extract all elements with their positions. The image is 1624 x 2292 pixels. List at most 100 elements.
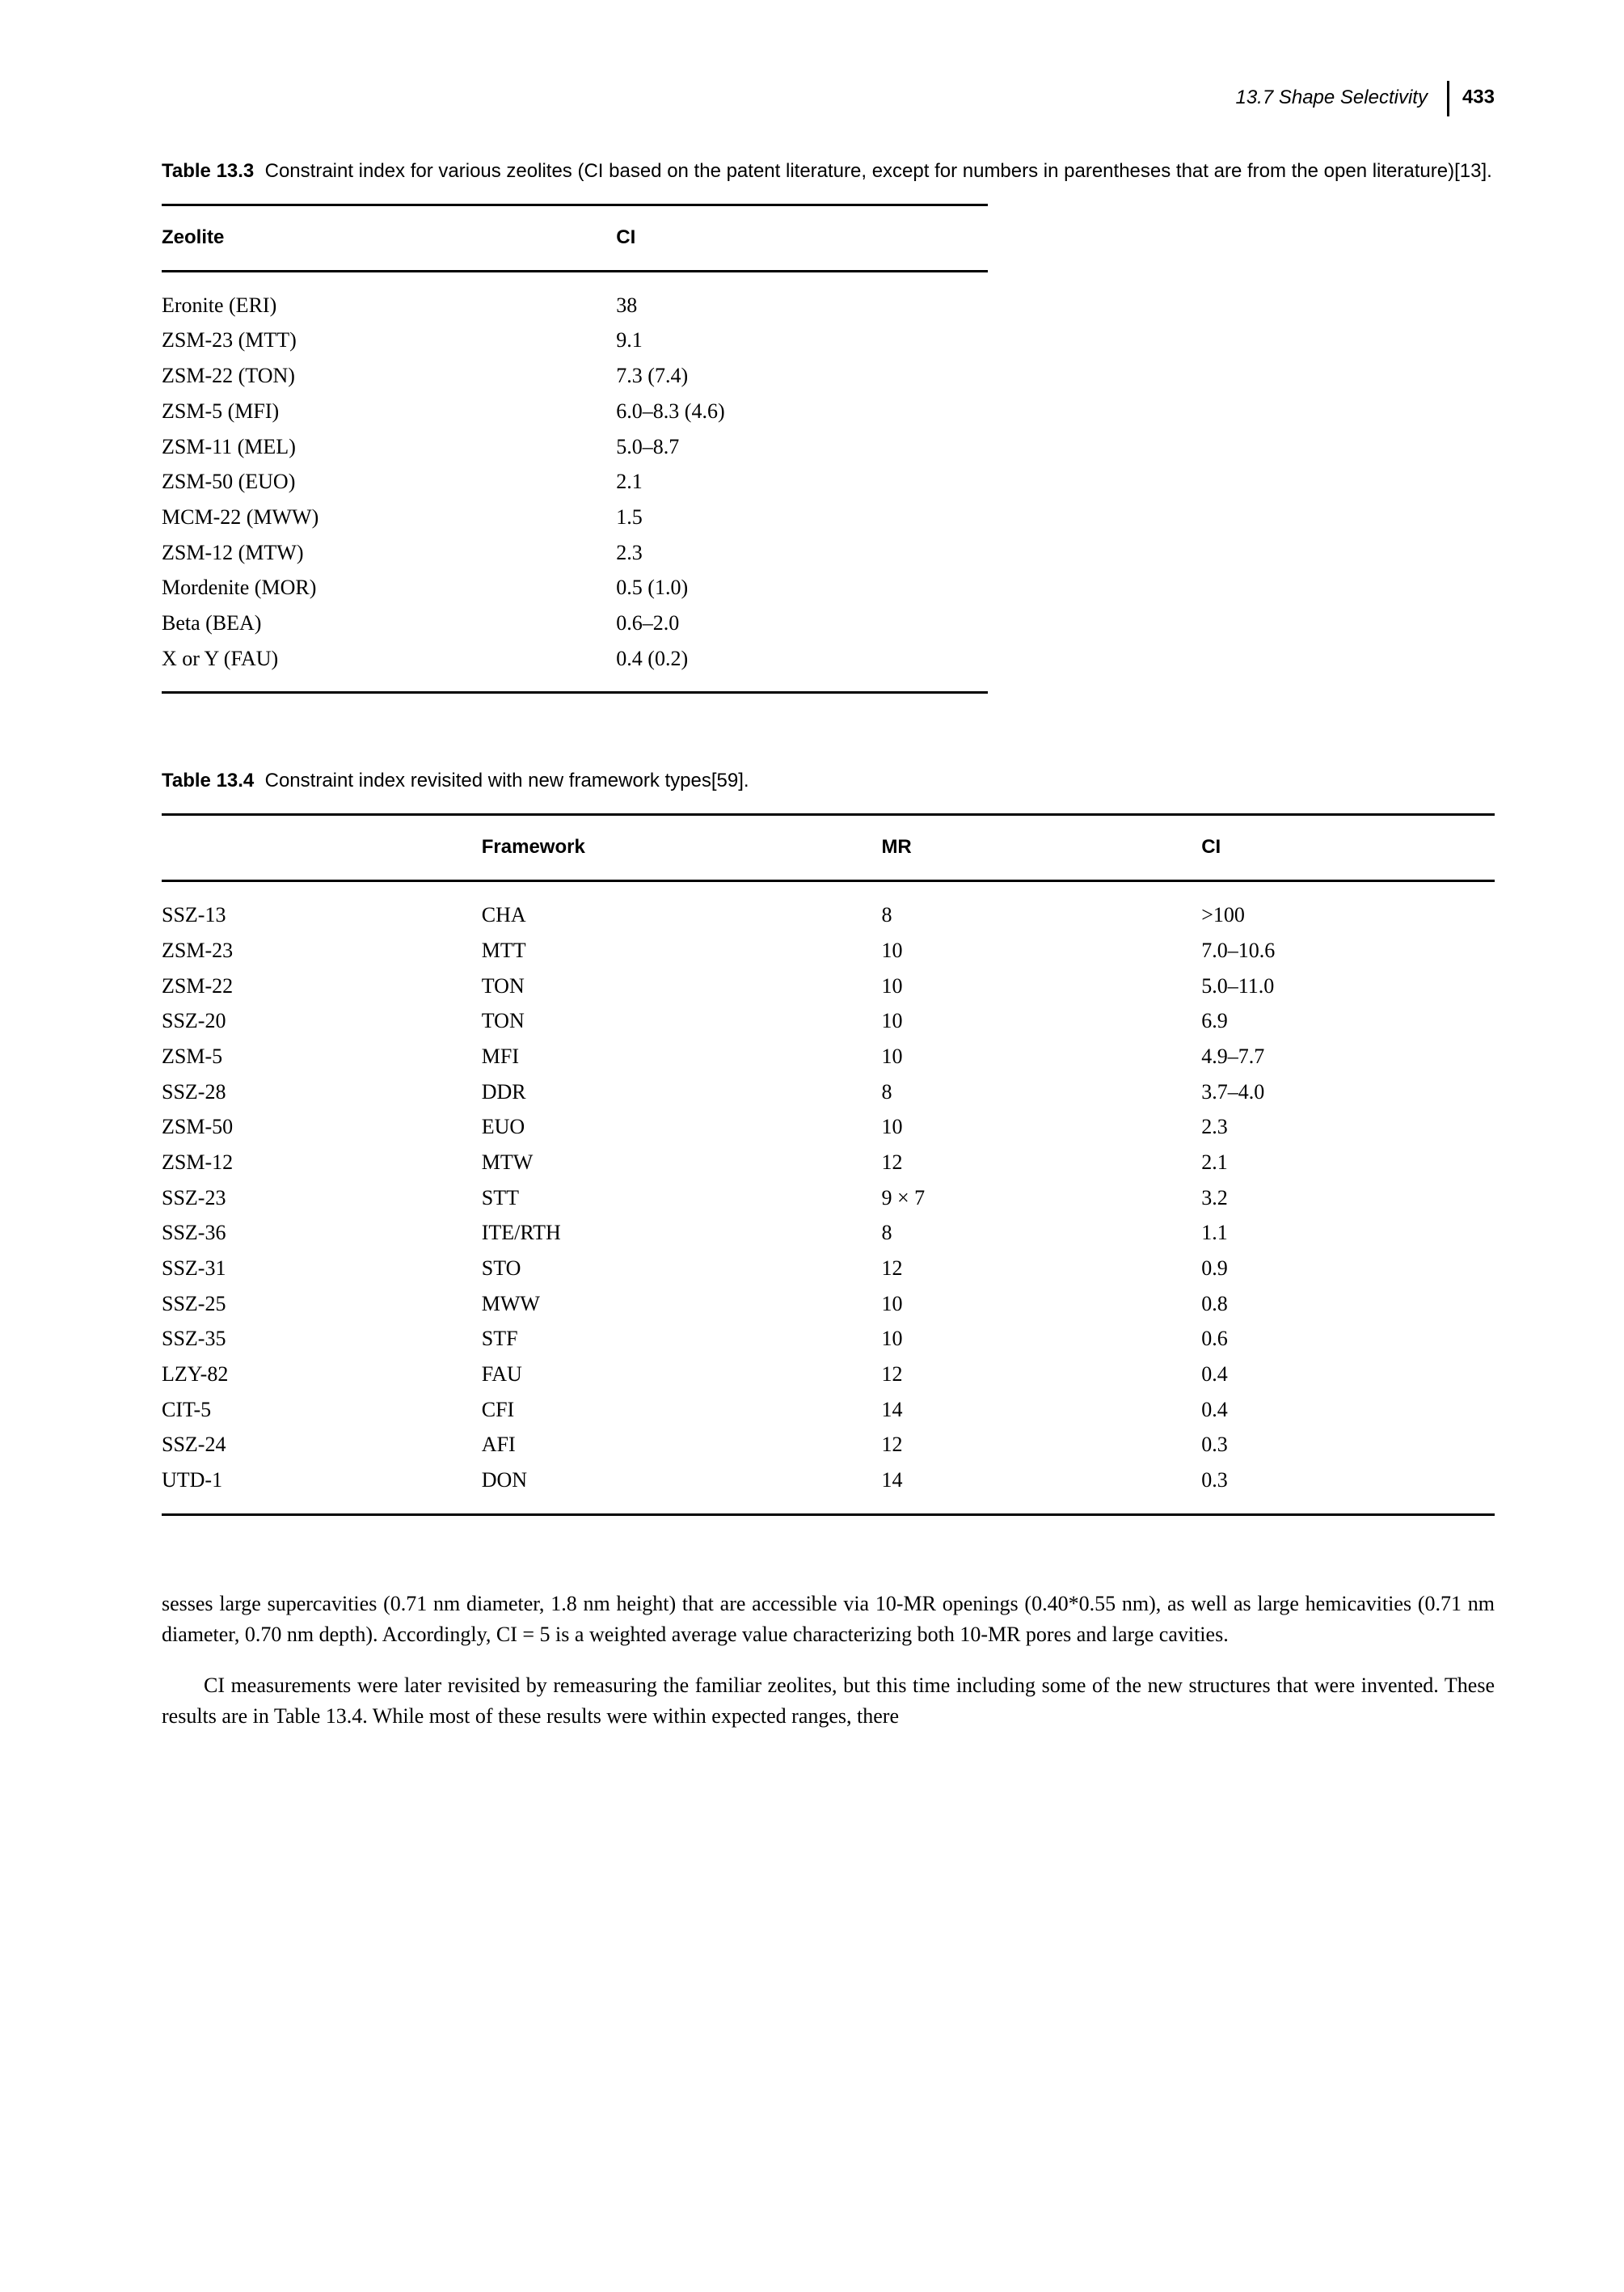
table-row: SSZ-25MWW100.8 (162, 1286, 1495, 1322)
table-row: ZSM-22TON105.0–11.0 (162, 969, 1495, 1004)
table-cell: 38 (616, 271, 988, 323)
table-13-3: ZeoliteCIEronite (ERI)38ZSM-23 (MTT)9.1Z… (162, 204, 988, 694)
table-cell: 8 (881, 881, 1201, 933)
table-cell: 0.6 (1201, 1321, 1495, 1357)
table-cell: ZSM-5 (MFI) (162, 394, 616, 429)
table-row: SSZ-35STF100.6 (162, 1321, 1495, 1357)
table-cell: 5.0–11.0 (1201, 969, 1495, 1004)
table-cell: ZSM-23 (MTT) (162, 323, 616, 358)
table-row: MCM-22 (MWW)1.5 (162, 500, 988, 535)
table-row: ZSM-11 (MEL)5.0–8.7 (162, 429, 988, 465)
table-row: ZSM-5 (MFI)6.0–8.3 (4.6) (162, 394, 988, 429)
table-cell: 2.1 (616, 464, 988, 500)
table-cell: 10 (881, 1003, 1201, 1039)
table-cell: 1.5 (616, 500, 988, 535)
table-cell: 10 (881, 1109, 1201, 1145)
table-number: Table 13.4 (162, 770, 254, 791)
table-cell: 3.7–4.0 (1201, 1074, 1495, 1110)
body-paragraph-1: sesses large supercavities (0.71 nm diam… (162, 1589, 1495, 1649)
body-paragraph-2: CI measurements were later revisited by … (162, 1670, 1495, 1731)
table-cell: 8 (881, 1215, 1201, 1251)
table-cell: 6.9 (1201, 1003, 1495, 1039)
table-cell: 2.3 (1201, 1109, 1495, 1145)
table-cell: CIT-5 (162, 1392, 482, 1428)
table-cell: STT (482, 1180, 882, 1216)
table-cell: 0.4 (1201, 1357, 1495, 1392)
table-cell: ZSM-5 (162, 1039, 482, 1074)
table-row: SSZ-23STT9 × 73.2 (162, 1180, 1495, 1216)
table-cell: 3.2 (1201, 1180, 1495, 1216)
table-row: UTD-1DON140.3 (162, 1463, 1495, 1514)
table-cell: 12 (881, 1357, 1201, 1392)
table-cell: 0.3 (1201, 1463, 1495, 1514)
table-cell: 0.4 (1201, 1392, 1495, 1428)
table-cell: CHA (482, 881, 882, 933)
table-row: ZSM-22 (TON)7.3 (7.4) (162, 358, 988, 394)
table-cell: ZSM-12 (MTW) (162, 535, 616, 571)
table-cell: 12 (881, 1427, 1201, 1463)
table-cell: 5.0–8.7 (616, 429, 988, 465)
table-row: Beta (BEA)0.6–2.0 (162, 606, 988, 641)
table-cell: 0.4 (0.2) (616, 641, 988, 693)
table-13-3-caption: Table 13.3 Constraint index for various … (162, 157, 1495, 186)
table-row: ZSM-50 (EUO)2.1 (162, 464, 988, 500)
table-cell: UTD-1 (162, 1463, 482, 1514)
table-cell: 0.5 (1.0) (616, 570, 988, 606)
column-header: CI (1201, 815, 1495, 881)
table-cell: Beta (BEA) (162, 606, 616, 641)
table-cell: 10 (881, 1039, 1201, 1074)
table-cell: 0.3 (1201, 1427, 1495, 1463)
table-cell: 10 (881, 1286, 1201, 1322)
table-cell: MCM-22 (MWW) (162, 500, 616, 535)
table-cell: ITE/RTH (482, 1215, 882, 1251)
table-cell: 9 × 7 (881, 1180, 1201, 1216)
table-cell: 9.1 (616, 323, 988, 358)
table-cell: SSZ-23 (162, 1180, 482, 1216)
table-cell: 0.6–2.0 (616, 606, 988, 641)
column-header: MR (881, 815, 1201, 881)
table-cell: 10 (881, 1321, 1201, 1357)
table-cell: X or Y (FAU) (162, 641, 616, 693)
table-cell: 8 (881, 1074, 1201, 1110)
table-cell: 0.9 (1201, 1251, 1495, 1286)
table-cell: FAU (482, 1357, 882, 1392)
table-cell: SSZ-31 (162, 1251, 482, 1286)
table-cell: STO (482, 1251, 882, 1286)
table-cell: EUO (482, 1109, 882, 1145)
table-cell: 10 (881, 933, 1201, 969)
table-row: SSZ-20TON106.9 (162, 1003, 1495, 1039)
table-cell: ZSM-12 (162, 1145, 482, 1180)
table-cell: 2.1 (1201, 1145, 1495, 1180)
table-cell: SSZ-25 (162, 1286, 482, 1322)
table-cell: Eronite (ERI) (162, 271, 616, 323)
table-cell: TON (482, 969, 882, 1004)
table-cell: 14 (881, 1463, 1201, 1514)
table-cell: LZY-82 (162, 1357, 482, 1392)
table-cell: Mordenite (MOR) (162, 570, 616, 606)
table-row: ZSM-50EUO102.3 (162, 1109, 1495, 1145)
table-cell: 7.0–10.6 (1201, 933, 1495, 969)
table-cell: 0.8 (1201, 1286, 1495, 1322)
table-cell: ZSM-50 (EUO) (162, 464, 616, 500)
table-row: SSZ-28DDR83.7–4.0 (162, 1074, 1495, 1110)
header-divider (1447, 81, 1449, 116)
column-header (162, 815, 482, 881)
table-cell: STF (482, 1321, 882, 1357)
table-cell: SSZ-24 (162, 1427, 482, 1463)
table-cell: 12 (881, 1251, 1201, 1286)
table-row: CIT-5CFI140.4 (162, 1392, 1495, 1428)
table-row: SSZ-24AFI120.3 (162, 1427, 1495, 1463)
table-row: Eronite (ERI)38 (162, 271, 988, 323)
table-13-4-caption: Table 13.4 Constraint index revisited wi… (162, 766, 1495, 796)
table-number: Table 13.3 (162, 160, 254, 182)
table-row: ZSM-5MFI104.9–7.7 (162, 1039, 1495, 1074)
table-cell: DDR (482, 1074, 882, 1110)
table-cell: 12 (881, 1145, 1201, 1180)
column-header: Framework (482, 815, 882, 881)
table-cell: MWW (482, 1286, 882, 1322)
table-row: Mordenite (MOR)0.5 (1.0) (162, 570, 988, 606)
column-header: Zeolite (162, 205, 616, 272)
table-13-4: FrameworkMRCISSZ-13CHA8>100ZSM-23MTT107.… (162, 813, 1495, 1515)
table-row: SSZ-13CHA8>100 (162, 881, 1495, 933)
page-number: 433 (1462, 87, 1495, 108)
